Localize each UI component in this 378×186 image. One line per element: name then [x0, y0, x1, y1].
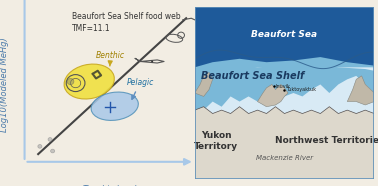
FancyBboxPatch shape	[195, 54, 374, 57]
FancyBboxPatch shape	[195, 54, 374, 57]
FancyBboxPatch shape	[195, 55, 374, 58]
Circle shape	[48, 138, 52, 141]
FancyBboxPatch shape	[195, 55, 374, 58]
FancyBboxPatch shape	[195, 54, 374, 57]
Text: Tuktoyaktuk: Tuktoyaktuk	[286, 87, 316, 92]
Ellipse shape	[64, 64, 114, 99]
Text: Beaufort Sea Shelf food web: Beaufort Sea Shelf food web	[72, 12, 181, 21]
FancyBboxPatch shape	[195, 56, 374, 59]
Text: Benthic: Benthic	[96, 51, 125, 66]
Circle shape	[151, 61, 153, 62]
FancyBboxPatch shape	[195, 56, 374, 58]
Text: Inuvik: Inuvik	[276, 84, 290, 89]
FancyBboxPatch shape	[195, 54, 374, 57]
FancyBboxPatch shape	[195, 55, 374, 57]
FancyBboxPatch shape	[195, 54, 374, 57]
Text: Beaufort Sea Shelf: Beaufort Sea Shelf	[200, 71, 304, 81]
Circle shape	[67, 78, 74, 85]
FancyBboxPatch shape	[195, 54, 374, 56]
Polygon shape	[195, 62, 374, 113]
FancyBboxPatch shape	[195, 55, 374, 57]
Polygon shape	[195, 107, 374, 179]
Text: Trophic level: Trophic level	[83, 185, 136, 186]
FancyBboxPatch shape	[195, 55, 374, 57]
Text: TMF=11.1: TMF=11.1	[72, 24, 111, 33]
FancyBboxPatch shape	[195, 55, 374, 58]
Polygon shape	[257, 84, 288, 107]
Circle shape	[51, 149, 55, 153]
Text: Beaufort Sea: Beaufort Sea	[251, 30, 318, 39]
Polygon shape	[195, 57, 374, 67]
FancyBboxPatch shape	[195, 56, 374, 59]
Text: Pelagic: Pelagic	[127, 78, 154, 99]
Text: Yukon
Territory: Yukon Territory	[194, 131, 238, 151]
Polygon shape	[195, 73, 212, 96]
FancyBboxPatch shape	[195, 56, 374, 59]
Text: Northwest Territories: Northwest Territories	[275, 136, 378, 145]
Circle shape	[38, 145, 42, 148]
Ellipse shape	[91, 92, 138, 120]
Polygon shape	[347, 76, 374, 105]
Text: Mackenzie River: Mackenzie River	[256, 155, 313, 161]
FancyBboxPatch shape	[195, 7, 374, 67]
FancyBboxPatch shape	[195, 56, 374, 58]
Text: Log10(Modeled MeHg): Log10(Modeled MeHg)	[0, 37, 9, 132]
FancyBboxPatch shape	[195, 54, 374, 57]
FancyBboxPatch shape	[195, 55, 374, 58]
FancyBboxPatch shape	[195, 56, 374, 58]
